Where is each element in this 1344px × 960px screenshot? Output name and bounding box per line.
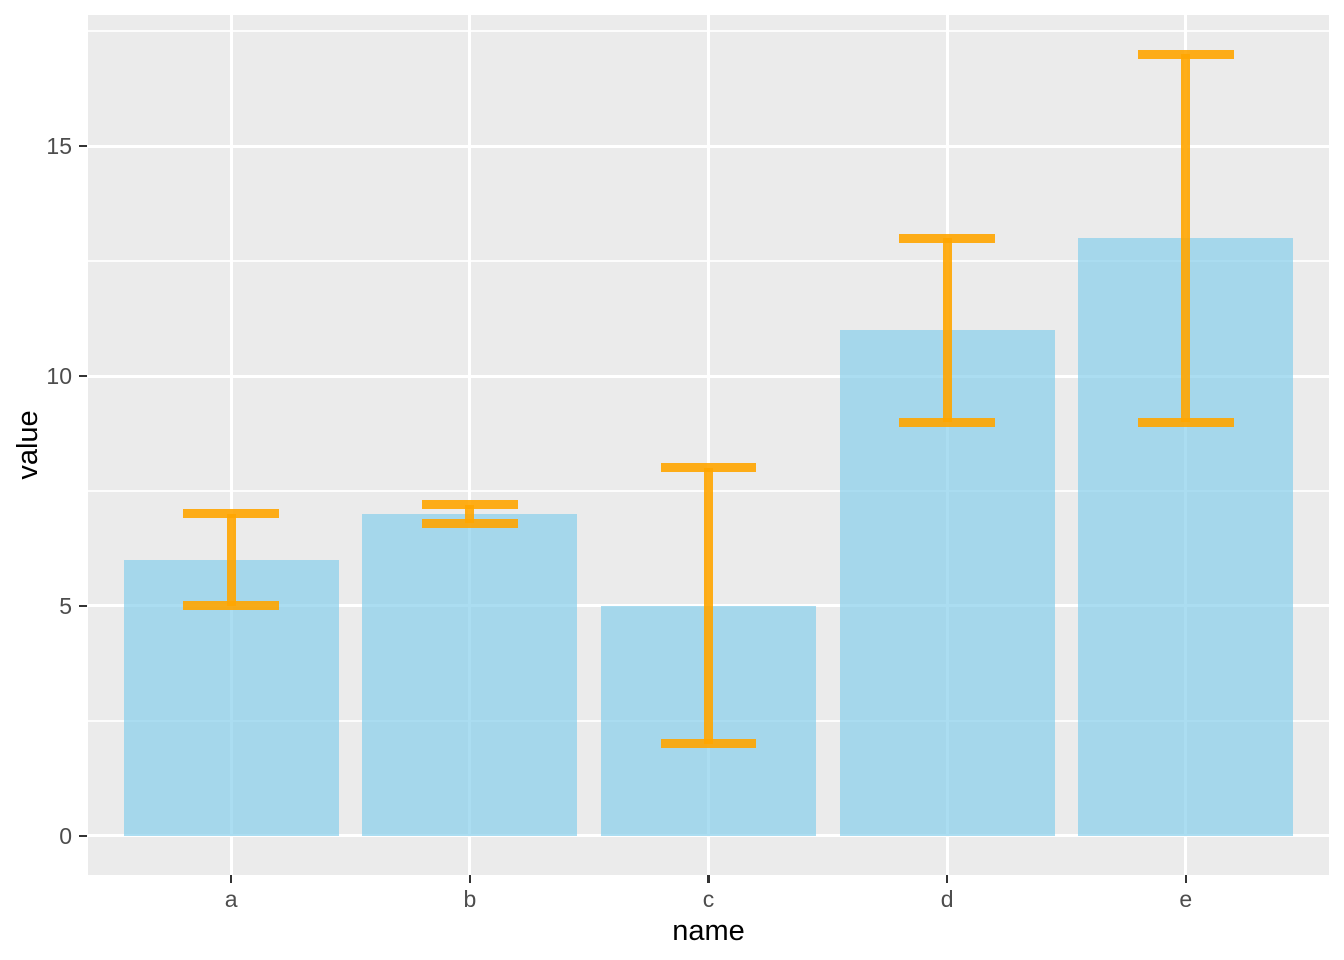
error-bar-cap-bottom xyxy=(422,518,518,528)
x-axis-tick xyxy=(945,875,949,883)
error-bar-cap-top xyxy=(899,233,995,243)
y-tick-label: 0 xyxy=(59,822,72,849)
x-axis-tick xyxy=(229,875,233,883)
error-bar-cap-top xyxy=(422,500,518,510)
error-bar-cap-bottom xyxy=(899,417,995,427)
error-bar-stem xyxy=(942,238,952,422)
x-tick-label: c xyxy=(702,886,715,912)
x-tick-label: d xyxy=(940,886,954,912)
y-axis-title: value xyxy=(12,410,44,480)
y-tick-label: 10 xyxy=(46,363,72,390)
error-bar-stem xyxy=(226,513,236,606)
x-axis-title: name xyxy=(672,915,745,947)
error-bar-cap-top xyxy=(183,509,279,519)
plot-panel xyxy=(88,15,1329,875)
y-tick-label: 5 xyxy=(59,592,72,619)
x-gridline-major xyxy=(229,15,233,875)
x-gridline-major xyxy=(707,15,710,875)
x-tick-label: a xyxy=(224,886,238,912)
error-bar-cap-bottom xyxy=(183,601,279,611)
y-tick-label: 15 xyxy=(46,133,72,160)
error-bar-cap-bottom xyxy=(660,739,757,749)
y-axis-tick xyxy=(79,144,87,148)
error-bar-stem xyxy=(465,504,475,524)
error-bar-cap-bottom xyxy=(1138,417,1234,427)
x-tick-label: b xyxy=(463,886,477,912)
y-axis-tick xyxy=(79,834,87,838)
x-gridline-major xyxy=(468,15,472,875)
error-bar-stem xyxy=(704,467,713,744)
x-axis-tick xyxy=(1184,875,1188,883)
error-bar-cap-top xyxy=(660,463,757,473)
y-axis-tick xyxy=(79,374,87,378)
bar-b xyxy=(362,513,578,836)
error-bar-stem xyxy=(1181,54,1191,422)
x-axis-tick xyxy=(468,875,472,883)
error-bar-cap-top xyxy=(1138,49,1234,59)
y-axis-tick xyxy=(79,604,87,608)
x-tick-label: e xyxy=(1179,886,1193,912)
x-axis-tick xyxy=(707,875,710,883)
